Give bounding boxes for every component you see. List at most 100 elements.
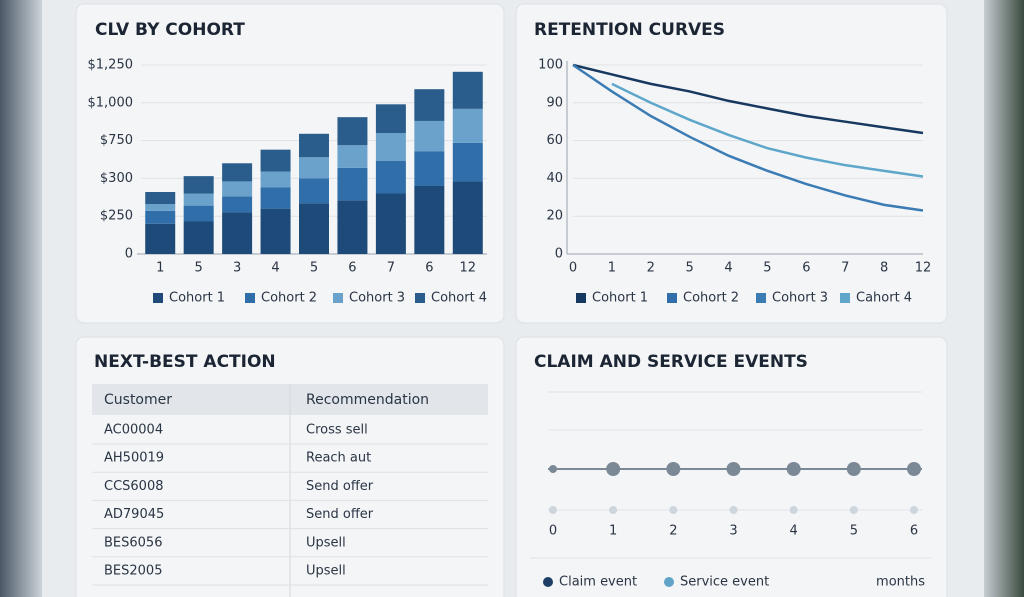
x-tick-label: 6 xyxy=(802,261,810,276)
column-header: Customer xyxy=(104,392,172,408)
y-tick-label: 90 xyxy=(546,95,563,110)
y-tick-label: 60 xyxy=(546,133,563,148)
line xyxy=(572,63,924,135)
bar-segment xyxy=(145,210,176,224)
bar-segment xyxy=(452,71,483,109)
legend-label: Cohort 4 xyxy=(431,291,487,306)
panel-title: RETENTION CURVES xyxy=(534,20,725,40)
bar-segment xyxy=(414,120,445,152)
x-tick-label: 5 xyxy=(763,261,771,276)
x-tick-label: 3 xyxy=(729,524,737,539)
event-marker xyxy=(910,506,918,514)
table-cell: AC00004 xyxy=(104,423,163,438)
bar-segment xyxy=(375,161,406,194)
panel-title: NEXT-BEST ACTION xyxy=(94,352,276,372)
x-tick-label: 6 xyxy=(348,261,356,276)
y-tick-label: 40 xyxy=(546,171,563,186)
x-tick-label: 4 xyxy=(724,261,732,276)
bar-segment xyxy=(183,176,214,194)
line xyxy=(572,63,924,212)
x-tick-label: 5 xyxy=(310,261,318,276)
event-marker xyxy=(846,462,861,476)
x-tick-label: 1 xyxy=(608,261,616,276)
y-tick-label: $300 xyxy=(100,171,133,186)
legend-swatch xyxy=(333,293,343,303)
bar-segment xyxy=(145,223,176,254)
bar-segment xyxy=(222,212,253,254)
bar-segment xyxy=(337,167,368,201)
x-tick-label: 2 xyxy=(669,524,677,539)
event-marker xyxy=(786,462,801,476)
event-marker xyxy=(907,462,921,476)
x-tick-label: 0 xyxy=(569,261,577,276)
x-tick-label: 5 xyxy=(195,261,203,276)
legend-swatch xyxy=(576,293,586,303)
bar-segment xyxy=(145,192,176,205)
legend-swatch xyxy=(840,293,850,303)
bar-segment xyxy=(299,157,329,179)
bar-segment xyxy=(222,181,253,197)
bar-segment xyxy=(375,104,406,134)
event-marker xyxy=(849,506,858,514)
event-marker xyxy=(726,462,741,476)
bar-segment xyxy=(183,193,214,206)
legend-label: Cohort 3 xyxy=(772,291,828,306)
bar-segment xyxy=(183,221,214,254)
legend-label: Cohort 1 xyxy=(169,291,225,306)
legend-label: Claim event xyxy=(559,575,637,590)
legend-swatch xyxy=(543,577,553,587)
panel xyxy=(515,3,948,324)
bar-segment xyxy=(222,196,253,213)
legend-swatch xyxy=(415,293,425,303)
legend-label: Service event xyxy=(680,575,769,590)
x-tick-label: 5 xyxy=(850,524,858,539)
bar-segment xyxy=(299,203,329,254)
legend-label: Cohort 3 xyxy=(349,291,405,306)
bar-segment xyxy=(299,133,329,158)
y-tick-label: $750 xyxy=(100,133,133,148)
bar-segment xyxy=(222,163,253,182)
table-cell: AD79045 xyxy=(104,507,164,522)
legend-label: Cohort 2 xyxy=(683,291,739,306)
bar-segment xyxy=(337,117,368,146)
x-tick-label: 6 xyxy=(425,261,433,276)
x-tick-label: 3 xyxy=(233,261,241,276)
bar-segment xyxy=(452,181,483,254)
event-marker xyxy=(666,462,681,476)
event-marker xyxy=(669,506,678,514)
x-tick-label: 8 xyxy=(880,261,888,276)
y-tick-label: $1,250 xyxy=(88,58,134,73)
bar-segment xyxy=(337,200,368,254)
event-marker xyxy=(729,506,738,514)
y-tick-label: $1,000 xyxy=(88,95,134,110)
table-cell: Send offer xyxy=(306,507,374,522)
y-tick-label: 0 xyxy=(125,247,133,262)
panel-title: CLAIM AND SERVICE EVENTS xyxy=(534,352,808,372)
bar-segment xyxy=(260,149,291,172)
x-tick-label: 12 xyxy=(460,261,477,276)
bar-segment xyxy=(145,204,176,211)
bar-segment xyxy=(414,151,445,186)
x-tick-label: 5 xyxy=(686,261,694,276)
legend-label: Cahort 4 xyxy=(856,291,912,306)
table-cell: BES2005 xyxy=(104,564,162,579)
table-cell: BES6056 xyxy=(104,535,162,550)
legend-label: Cohort 1 xyxy=(592,291,648,306)
table-cell: Upsell xyxy=(306,564,346,579)
bar-segment xyxy=(299,178,329,204)
x-tick-label: 12 xyxy=(915,261,932,276)
legend-swatch xyxy=(153,293,163,303)
y-tick-label: 0 xyxy=(555,247,563,262)
y-tick-label: $250 xyxy=(100,209,133,224)
panel-title: CLV BY COHORT xyxy=(95,20,245,40)
bar-segment xyxy=(414,185,445,254)
x-tick-label: 2 xyxy=(647,261,655,276)
table-cell: CCS6008 xyxy=(104,479,164,494)
line xyxy=(611,82,924,178)
x-tick-label: 0 xyxy=(549,524,557,539)
legend-swatch xyxy=(667,293,677,303)
y-tick-label: 20 xyxy=(546,209,563,224)
x-tick-label: 4 xyxy=(790,524,798,539)
table-cell: Upsell xyxy=(306,535,346,550)
